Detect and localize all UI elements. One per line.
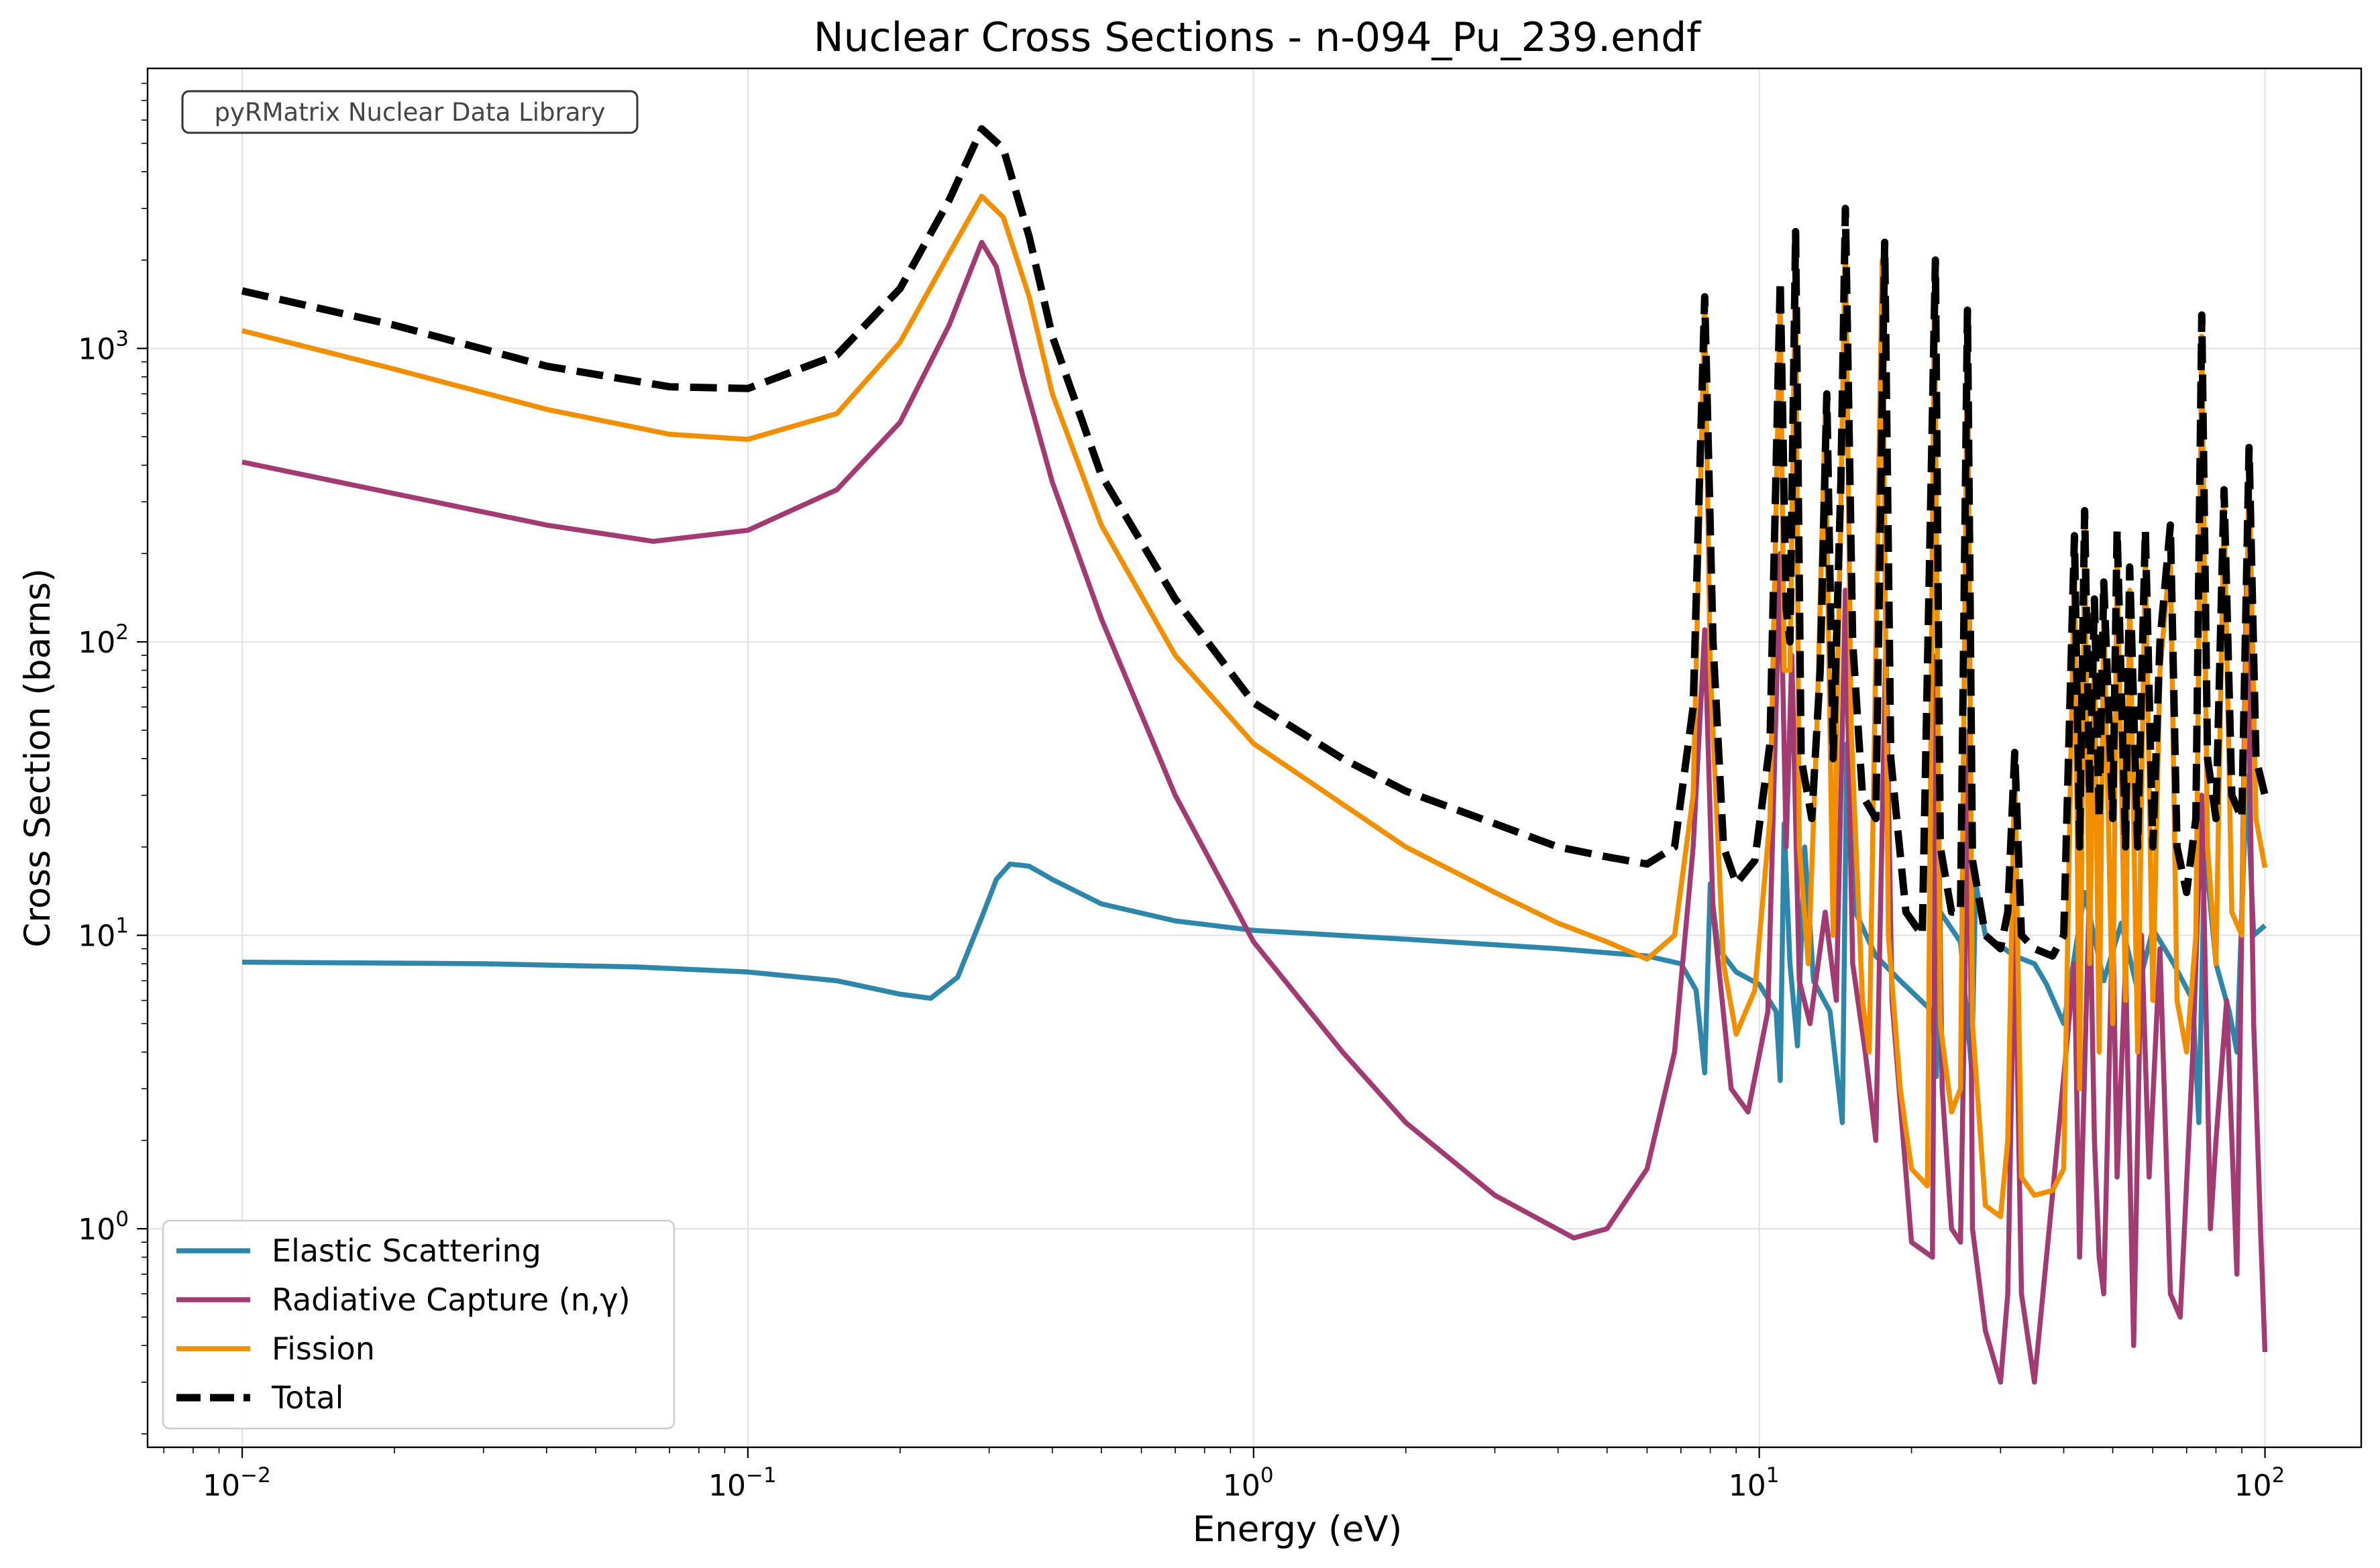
x-tick-label: 102 xyxy=(2234,1463,2285,1503)
x-tick-label: 10−2 xyxy=(203,1463,271,1503)
legend-frame xyxy=(162,1219,675,1430)
series-line-total xyxy=(241,125,2269,960)
y-axis-ticks: 100 101 102 103 xyxy=(78,327,148,1247)
y-tick-label: 102 xyxy=(78,620,129,660)
legend: Elastic Scattering Radiative Capture (n,γ… xyxy=(162,1219,675,1430)
legend-label: Total xyxy=(271,1380,343,1416)
y-axis-label: Cross Section (barns) xyxy=(17,568,58,947)
x-tick-label: 10−1 xyxy=(708,1463,777,1503)
x-axis-label: Energy (eV) xyxy=(1193,1509,1403,1550)
plot-area xyxy=(148,68,2361,1447)
x-tick-label: 101 xyxy=(1729,1463,1780,1503)
x-axis-ticks: 10−2 10−1 100 101 102 xyxy=(203,1447,2285,1503)
series-layer xyxy=(241,125,2269,1385)
y-tick-label: 103 xyxy=(78,327,129,367)
chart-title: Nuclear Cross Sections - n-094_Pu_239.en… xyxy=(814,14,1702,61)
legend-label: Fission xyxy=(272,1331,375,1367)
legend-label: Elastic Scattering xyxy=(272,1233,541,1269)
y-tick-label: 101 xyxy=(78,914,129,954)
legend-label: Radiative Capture (n,γ) xyxy=(272,1282,631,1318)
annotation-text: pyRMatrix Nuclear Data Library xyxy=(215,98,606,127)
y-tick-label: 100 xyxy=(78,1207,129,1247)
x-tick-label: 100 xyxy=(1223,1463,1274,1503)
minor-ticks xyxy=(142,82,2242,1453)
plot-frame xyxy=(146,67,2363,1449)
annotation-box: pyRMatrix Nuclear Data Library xyxy=(181,90,639,134)
